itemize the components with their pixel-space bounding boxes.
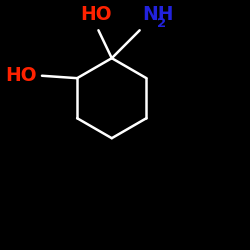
Text: HO: HO [6,66,37,85]
Text: HO: HO [80,5,112,24]
Text: 2: 2 [157,16,166,30]
Text: NH: NH [142,5,174,24]
